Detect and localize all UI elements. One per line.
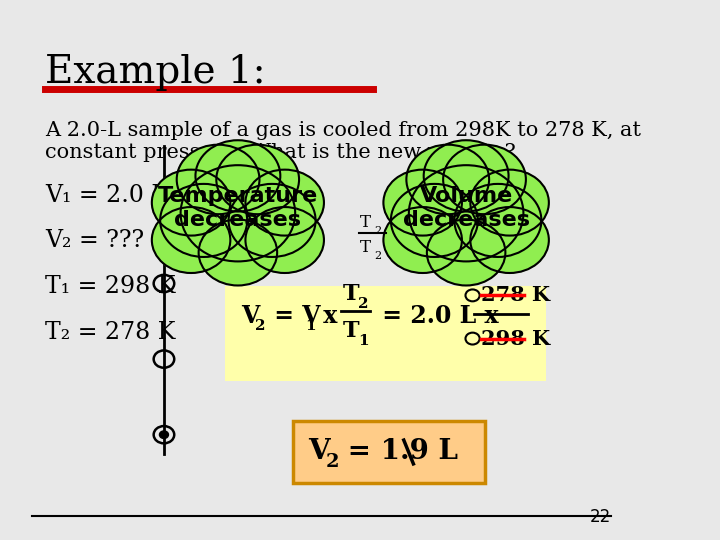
Text: V: V	[309, 438, 330, 465]
Text: T₂ = 278 K: T₂ = 278 K	[45, 321, 176, 345]
Text: T: T	[343, 320, 359, 342]
Text: Example 1:: Example 1:	[45, 54, 266, 91]
Circle shape	[406, 145, 489, 214]
Text: 2: 2	[256, 319, 266, 333]
Text: 298 K: 298 K	[481, 328, 550, 349]
Circle shape	[228, 184, 315, 257]
Circle shape	[159, 431, 168, 438]
Circle shape	[443, 145, 526, 214]
Text: = 1.9 L: = 1.9 L	[338, 438, 457, 465]
Text: T: T	[343, 284, 359, 305]
FancyBboxPatch shape	[225, 286, 546, 381]
Text: constant pressure. What is the new volume?: constant pressure. What is the new volum…	[45, 143, 516, 162]
Circle shape	[384, 207, 462, 273]
Text: T: T	[360, 214, 371, 231]
Text: Volume
decreases: Volume decreases	[402, 186, 530, 230]
Text: 278 K: 278 K	[481, 285, 550, 306]
Text: V₁ = 2.0 L: V₁ = 2.0 L	[45, 184, 167, 207]
Circle shape	[454, 184, 541, 257]
Circle shape	[199, 220, 277, 286]
Text: = 2.0 L x: = 2.0 L x	[374, 304, 498, 328]
Circle shape	[470, 170, 549, 235]
Text: V: V	[241, 304, 259, 328]
Text: 2: 2	[325, 453, 339, 471]
Text: Temperature
decreases: Temperature decreases	[158, 186, 318, 230]
Circle shape	[470, 207, 549, 273]
Circle shape	[391, 184, 478, 257]
Circle shape	[246, 207, 324, 273]
FancyBboxPatch shape	[292, 421, 485, 483]
Circle shape	[181, 165, 295, 261]
Text: 2: 2	[374, 226, 382, 236]
Text: x: x	[315, 304, 338, 328]
Text: 1: 1	[358, 334, 369, 348]
Circle shape	[423, 140, 508, 212]
Circle shape	[176, 145, 259, 214]
Circle shape	[152, 207, 230, 273]
Circle shape	[152, 170, 230, 235]
Circle shape	[427, 220, 505, 286]
Text: 1: 1	[305, 319, 316, 333]
Text: T₁ = 298 K: T₁ = 298 K	[45, 275, 176, 299]
Circle shape	[195, 140, 280, 212]
Circle shape	[246, 170, 324, 235]
Text: V₂ = ???: V₂ = ???	[45, 230, 144, 253]
Text: = V: = V	[266, 304, 320, 328]
Text: 22: 22	[590, 509, 611, 526]
Circle shape	[384, 170, 462, 235]
Circle shape	[216, 145, 299, 214]
Circle shape	[160, 184, 247, 257]
Text: 2: 2	[374, 251, 382, 261]
Text: A 2.0-L sample of a gas is cooled from 298K to 278 K, at: A 2.0-L sample of a gas is cooled from 2…	[45, 122, 641, 140]
Circle shape	[409, 165, 523, 261]
Text: T: T	[360, 239, 371, 256]
Text: 2: 2	[358, 297, 369, 311]
